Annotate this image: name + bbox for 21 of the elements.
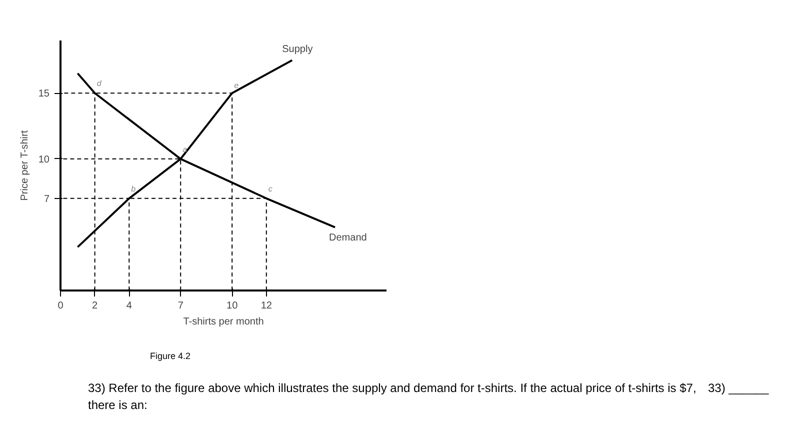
x-tick-label: 10 (226, 300, 238, 312)
y-axis-title: Price per T-shirt (19, 130, 30, 201)
y-tick-label: 7 (44, 194, 50, 205)
caption: Figure 4.2 (150, 350, 191, 363)
annotation: d (96, 79, 102, 88)
text: 33) Refer to the figure above which illustrates the supply and demand for t-shirts. If the actual price of t-shirts is $7, there is an: (88, 380, 698, 414)
annotation: b (131, 184, 136, 194)
x-tick-label: 4 (126, 300, 132, 312)
x-tick-label: 0 (58, 300, 64, 312)
annotation: a (182, 144, 188, 154)
x-tick-label: 12 (260, 300, 272, 312)
series-label: Demand (329, 232, 367, 244)
annotation: e (234, 81, 240, 90)
y-tick-label: 10 (38, 154, 50, 166)
x-tick-label: 7 (178, 300, 184, 312)
y-tick-label: 15 (38, 88, 50, 100)
x-tick-label: 2 (92, 300, 98, 312)
x-axis-title: T-shirts per month (183, 316, 264, 328)
text: 33) ______ (708, 380, 769, 397)
annotation: c (268, 184, 272, 194)
series-label: Supply (282, 44, 313, 56)
